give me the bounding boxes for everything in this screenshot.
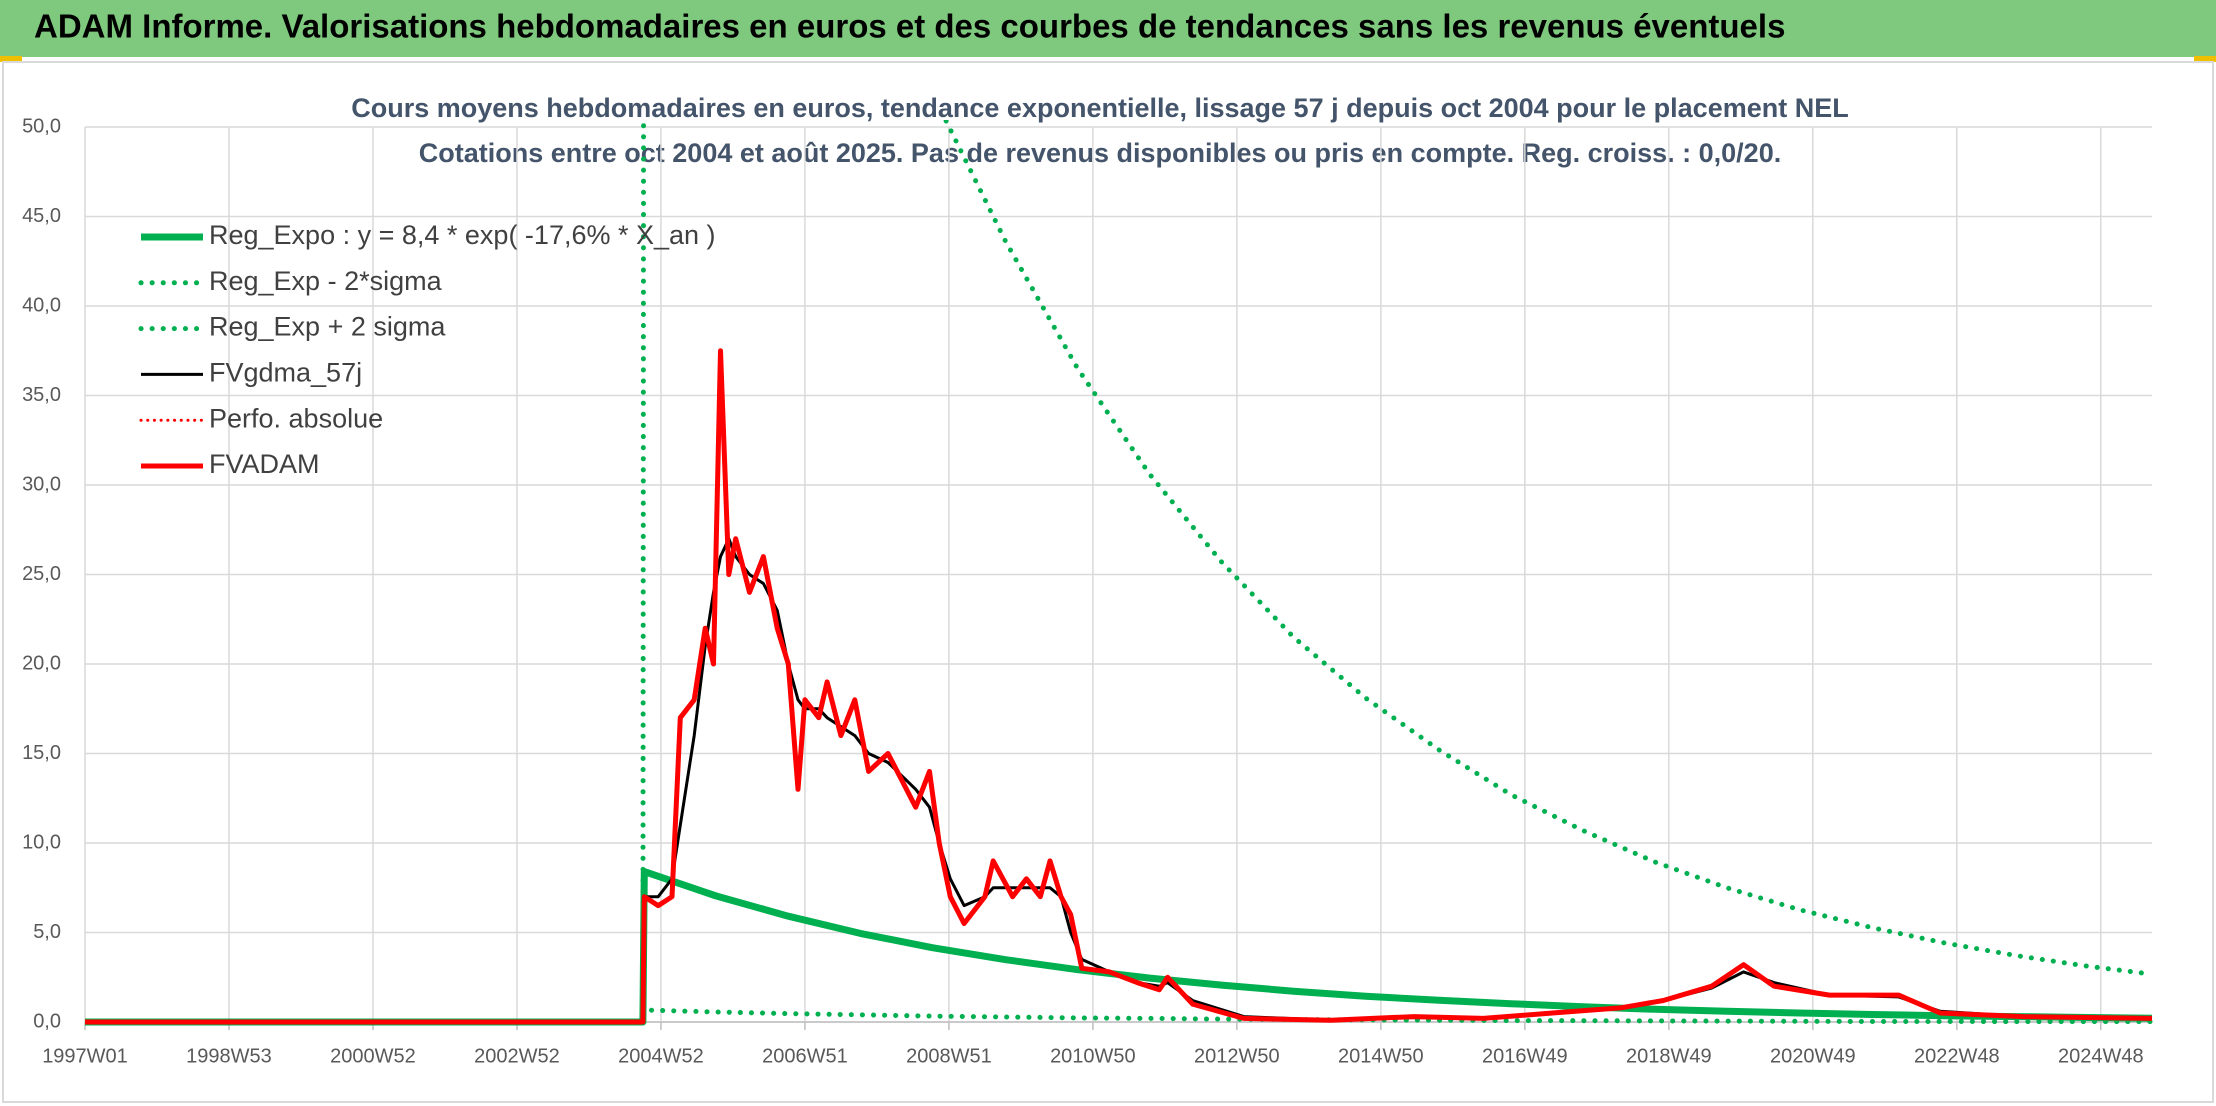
x-tick-label: 1998W53	[186, 1045, 272, 1067]
y-tick-label: 25,0	[22, 563, 61, 585]
series-line	[85, 348, 2153, 1025]
x-tick-label: 2012W50	[1194, 1045, 1280, 1067]
y-tick-label: 35,0	[22, 384, 61, 406]
legend-label: Reg_Expo : y = 8,4 * exp( -17,6% * X_an …	[209, 220, 716, 250]
corner-mark	[0, 56, 22, 62]
series-line	[85, 868, 2153, 1026]
series-line	[85, 537, 2153, 1024]
legend-label: FVADAM	[209, 449, 320, 479]
y-tick-label: 15,0	[22, 742, 61, 764]
corner-mark	[2194, 56, 2216, 62]
legend-label: FVgdma_57j	[209, 358, 362, 388]
x-tick-label: 2016W49	[1482, 1045, 1568, 1067]
x-tick-label: 1997W01	[42, 1045, 128, 1067]
x-tick-label: 2006W51	[762, 1045, 848, 1067]
x-tick-label: 2000W52	[330, 1045, 416, 1067]
legend-label: Reg_Exp + 2 sigma	[209, 312, 446, 342]
page-title: ADAM Informe. Valorisations hebdomadaire…	[34, 8, 1785, 45]
y-tick-label: 0,0	[33, 1010, 61, 1032]
x-tick-label: 2020W49	[1770, 1045, 1856, 1067]
y-tick-label: 40,0	[22, 294, 61, 316]
x-tick-label: 2022W48	[1914, 1045, 2000, 1067]
x-tick-label: 2002W52	[474, 1045, 560, 1067]
chart-title: Cours moyens hebdomadaires en euros, ten…	[351, 93, 1848, 123]
y-tick-label: 50,0	[22, 115, 61, 137]
grid: 0,0 5,0 10,0 15,0 20,0 25,0 30,0 35,0 40,0 45,0 50…	[22, 115, 2152, 1067]
y-tick-label: 5,0	[33, 921, 61, 943]
x-tick-label: 2008W51	[906, 1045, 992, 1067]
y-tick-label: 45,0	[22, 205, 61, 227]
plot-area	[85, 120, 2155, 1026]
legend-label: Perfo. absolue	[209, 403, 383, 433]
y-tick-label: 20,0	[22, 652, 61, 674]
x-tick-label: 2018W49	[1626, 1045, 1712, 1067]
chart-subtitle: Cotations entre oct 2004 et août 2025. P…	[419, 138, 1781, 168]
chart-border	[2, 61, 2214, 1103]
y-tick-label: 10,0	[22, 831, 61, 853]
title-banner	[0, 0, 2216, 57]
legend-label: Reg_Exp - 2*sigma	[209, 266, 443, 296]
x-tick-label: 2024W48	[2058, 1045, 2144, 1067]
legend: Reg_Expo : y = 8,4 * exp( -17,6% * X_an …	[138, 220, 716, 479]
x-tick-label: 2004W52	[618, 1045, 704, 1067]
x-tick-label: 2010W50	[1050, 1045, 1136, 1067]
x-tick-label: 2014W50	[1338, 1045, 1424, 1067]
y-tick-label: 30,0	[22, 473, 61, 495]
